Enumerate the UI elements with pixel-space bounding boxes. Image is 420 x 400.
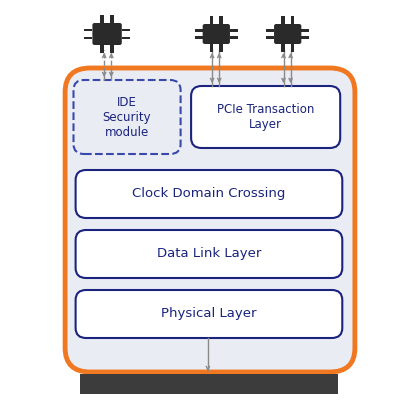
Bar [100, 15, 104, 23]
Bar [266, 29, 274, 32]
FancyBboxPatch shape [65, 68, 355, 372]
FancyBboxPatch shape [76, 230, 342, 278]
Bar [266, 36, 274, 39]
Bar [210, 44, 213, 52]
FancyBboxPatch shape [203, 24, 230, 44]
Bar [122, 36, 130, 39]
FancyBboxPatch shape [274, 24, 302, 44]
Bar [84, 29, 92, 32]
Bar [80, 374, 338, 394]
Bar [100, 45, 104, 53]
Bar [219, 16, 223, 24]
Bar [195, 36, 203, 39]
Bar [195, 29, 203, 32]
Bar [281, 16, 285, 24]
Bar [281, 44, 285, 52]
Text: Physical Layer: Physical Layer [161, 308, 257, 320]
Text: Clock Domain Crossing: Clock Domain Crossing [132, 188, 286, 200]
Text: Data Link Layer: Data Link Layer [157, 248, 261, 260]
Bar [230, 29, 238, 32]
Bar [291, 44, 294, 52]
Bar [210, 16, 213, 24]
FancyBboxPatch shape [76, 290, 342, 338]
FancyBboxPatch shape [92, 23, 122, 45]
Bar [122, 29, 130, 32]
Bar [110, 15, 114, 23]
Bar [291, 16, 294, 24]
Bar [302, 29, 309, 32]
FancyBboxPatch shape [76, 170, 342, 218]
Text: IDE
Security
module: IDE Security module [103, 96, 151, 138]
FancyBboxPatch shape [74, 80, 181, 154]
Bar [230, 36, 238, 39]
Text: PCIe Transaction
Layer: PCIe Transaction Layer [217, 103, 314, 131]
FancyBboxPatch shape [191, 86, 340, 148]
Bar [84, 36, 92, 39]
Bar [302, 36, 309, 39]
Bar [219, 44, 223, 52]
Bar [110, 45, 114, 53]
